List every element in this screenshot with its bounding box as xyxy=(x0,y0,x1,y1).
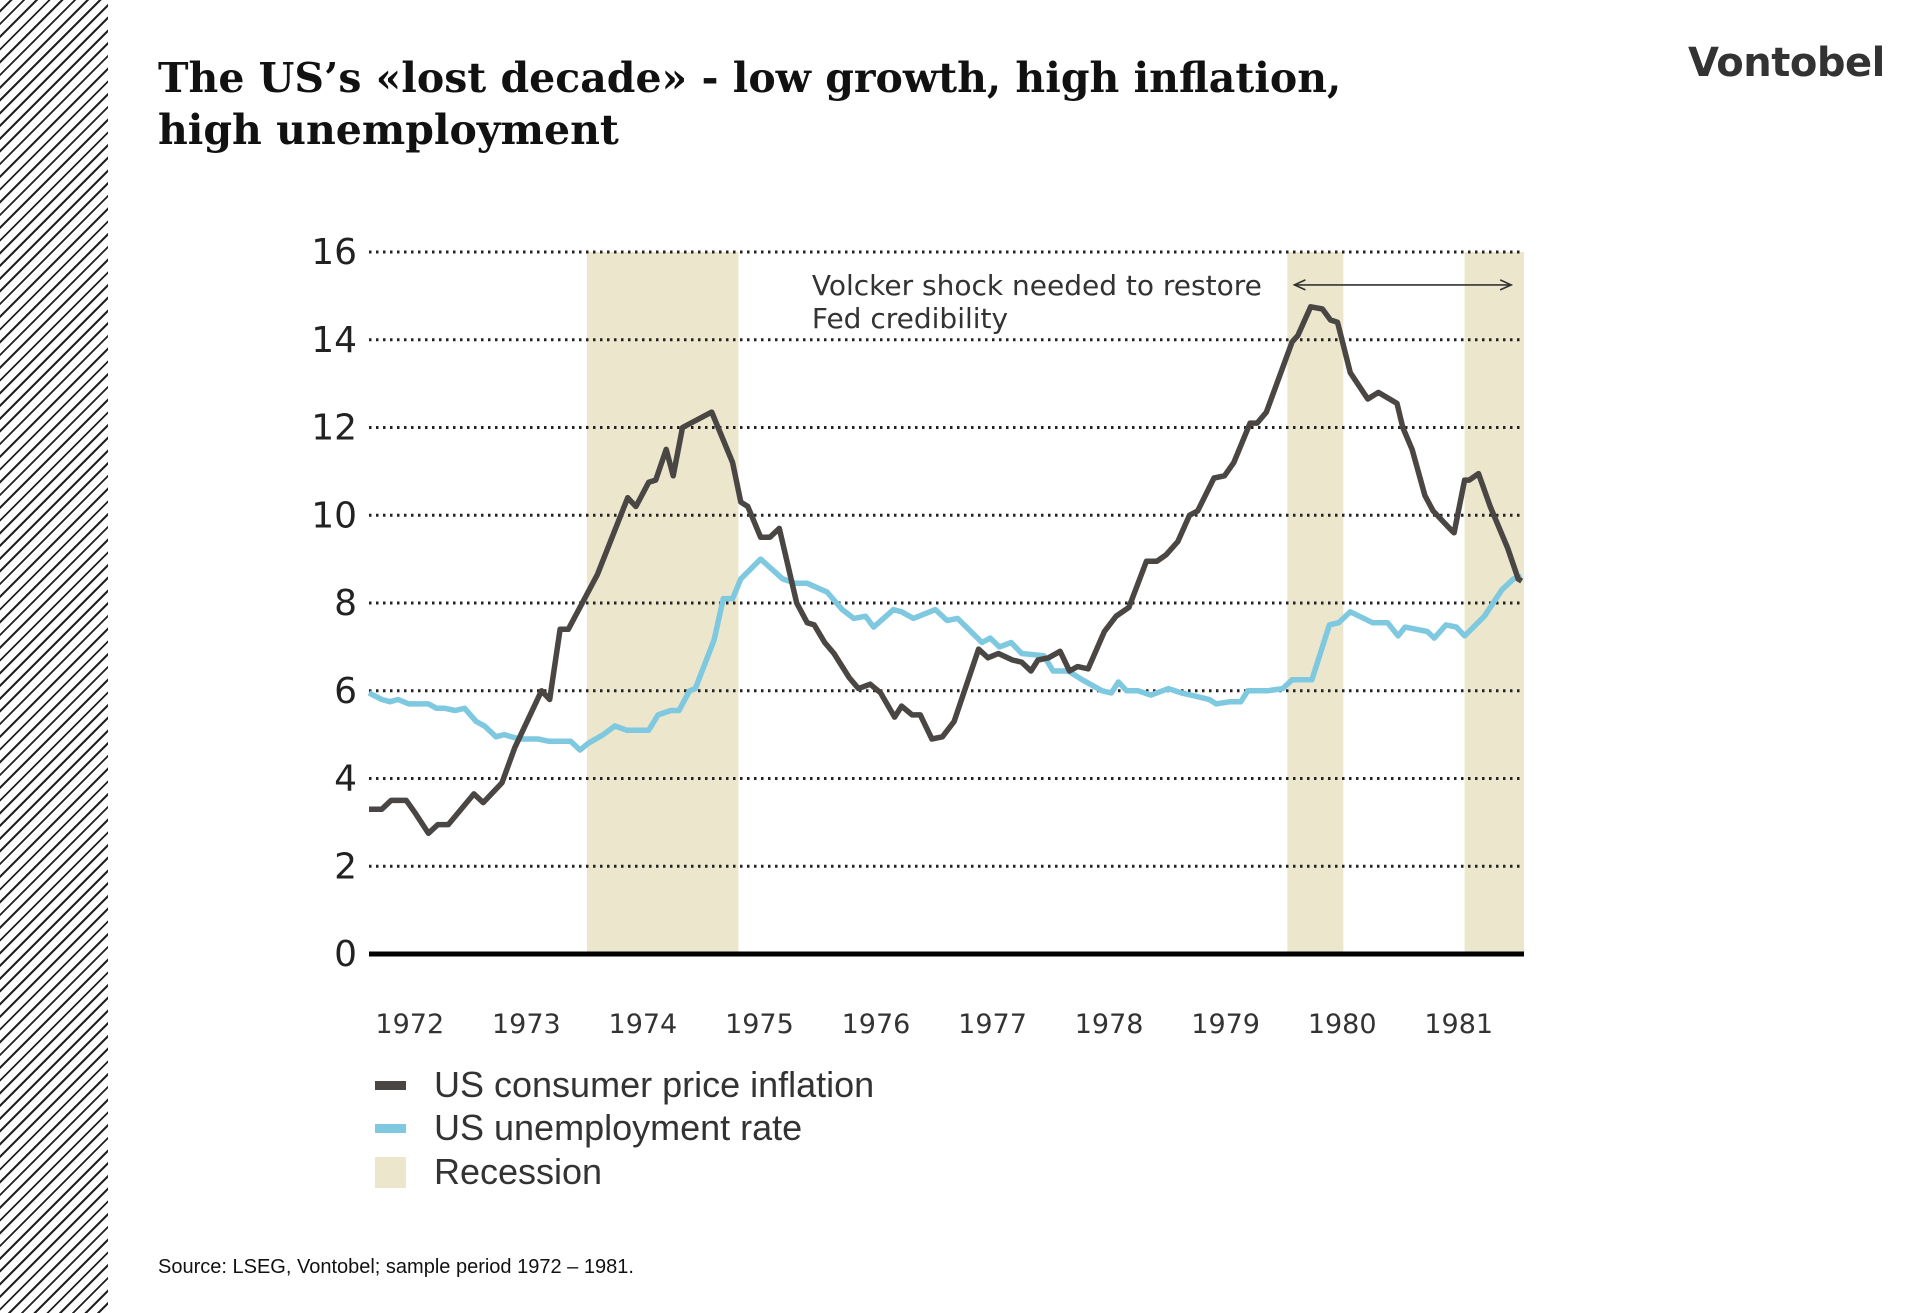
y-tick-label: 2 xyxy=(334,846,357,887)
y-tick-label: 12 xyxy=(311,408,357,449)
page-title: The US’s «lost decade» - low growth, hig… xyxy=(158,54,1342,154)
legend-swatch-inflation xyxy=(375,1080,406,1090)
legend-label-unemployment: US unemployment rate xyxy=(434,1107,803,1148)
x-tick-label: 1972 xyxy=(375,1009,444,1040)
y-tick-label: 6 xyxy=(334,671,357,712)
recession-band xyxy=(586,252,739,954)
legend-item-inflation: US consumer price inflation xyxy=(375,1064,874,1106)
annotation-text-line1: Volcker shock needed to restore xyxy=(812,269,1262,302)
inflation-line xyxy=(369,304,1524,837)
x-tick-label: 1975 xyxy=(725,1009,794,1040)
vontobel-logo: Vontobel xyxy=(1688,40,1885,86)
x-tick-labels: 1972 1973 1974 1975 1976 1977 1978 1979 1980 1981 xyxy=(375,1009,1493,1040)
annotation: Volcker shock needed to restore Fed cred… xyxy=(812,269,1514,335)
y-tick-label: 0 xyxy=(334,934,357,975)
x-tick-label: 1981 xyxy=(1424,1009,1493,1040)
x-tick-label: 1977 xyxy=(958,1009,1027,1040)
x-tick-label: 1974 xyxy=(609,1009,678,1040)
x-tick-label: 1973 xyxy=(492,1009,561,1040)
y-tick-label: 4 xyxy=(334,759,357,800)
gridlines xyxy=(369,250,1524,957)
legend-swatch-recession xyxy=(375,1156,406,1188)
x-tick-label: 1976 xyxy=(842,1009,911,1040)
x-tick-label: 1978 xyxy=(1075,1009,1144,1040)
legend-item-unemployment: US unemployment rate xyxy=(375,1107,802,1149)
y-tick-label: 8 xyxy=(334,583,357,624)
legend-label-inflation: US consumer price inflation xyxy=(434,1064,875,1105)
x-tick-label: 1979 xyxy=(1191,1009,1260,1040)
legend-item-recession: Recession xyxy=(375,1151,602,1193)
y-tick-labels: 0 2 4 6 8 10 12 14 16 xyxy=(311,232,357,975)
hatched-side-panel xyxy=(0,0,108,1313)
legend-label-recession: Recession xyxy=(434,1151,603,1192)
y-tick-label: 16 xyxy=(311,232,357,273)
y-tick-label: 14 xyxy=(311,320,357,361)
series-lines xyxy=(367,304,1524,837)
x-tick-label: 1980 xyxy=(1308,1009,1377,1040)
legend-swatch-unemployment xyxy=(375,1123,406,1133)
annotation-text-line2: Fed credibility xyxy=(812,302,1008,335)
unemployment-line xyxy=(367,556,1523,753)
source-note: Source: LSEG, Vontobel; sample period 19… xyxy=(158,1256,634,1278)
y-tick-label: 10 xyxy=(311,495,357,536)
